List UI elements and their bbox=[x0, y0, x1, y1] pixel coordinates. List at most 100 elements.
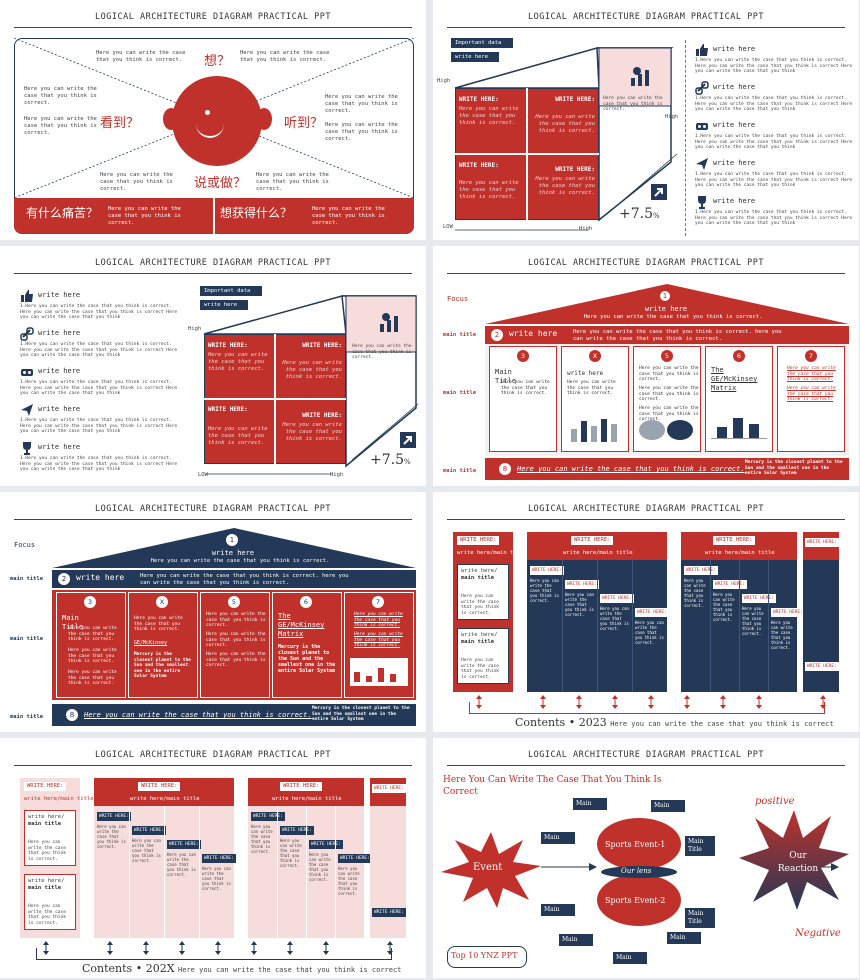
divider bbox=[447, 273, 845, 274]
growth-pct: +7.5% bbox=[370, 452, 411, 468]
slide-4-house-diagram[interactable]: LOGICAL ARCHITECTURE DIAGRAM PRACTICAL P… bbox=[433, 246, 859, 486]
growth-pct: +7.5% bbox=[619, 206, 660, 222]
pillar-head: Matrix bbox=[711, 384, 737, 392]
contents-line: Contents • 202X Here you can write the c… bbox=[82, 962, 402, 975]
footer-text: Here you can write the case that you thi… bbox=[517, 465, 745, 473]
cell-body: Here you can write the case that you thi… bbox=[208, 352, 268, 372]
double-arrow-icon bbox=[683, 694, 691, 709]
pillar-text: Here you can write the case that you thi… bbox=[206, 652, 266, 668]
slide-3-cube-chart[interactable]: LOGICAL ARCHITECTURE DIAGRAM PRACTICAL P… bbox=[0, 246, 426, 486]
step-tag: WRITE HERE: bbox=[167, 840, 201, 849]
tag-important-data: Important data bbox=[451, 38, 513, 48]
main-box: Main Title bbox=[685, 908, 715, 928]
list-head: write here bbox=[38, 367, 81, 375]
cube-outline bbox=[454, 47, 678, 231]
chart-bar bbox=[611, 423, 617, 442]
double-arrow-icon bbox=[647, 694, 655, 709]
slide-6-steps[interactable]: LOGICAL ARCHITECTURE DIAGRAM PRACTICAL P… bbox=[433, 492, 859, 732]
pillar-head: The bbox=[711, 366, 724, 374]
divider bbox=[14, 27, 412, 28]
label-gain: 想获得什么？ bbox=[220, 206, 293, 220]
thumbs-up-icon bbox=[20, 288, 34, 302]
chart-bar bbox=[591, 426, 597, 442]
step-head: WRITE HERE: bbox=[713, 536, 756, 545]
step-tag: WRITE HERE: bbox=[742, 594, 776, 603]
cube-grid-h bbox=[455, 153, 599, 155]
step-divider bbox=[597, 560, 598, 692]
chart-money-icon bbox=[629, 66, 657, 88]
double-arrow-icon bbox=[142, 940, 150, 955]
pillar-sub: GE/McKinsey bbox=[134, 640, 168, 646]
pillar-head: GE/McKinsey bbox=[278, 621, 325, 629]
slide-title: LOGICAL ARCHITECTURE DIAGRAM PRACTICAL P… bbox=[528, 12, 764, 22]
positive-label: positive bbox=[755, 796, 795, 807]
chart-bar bbox=[354, 672, 360, 682]
step-card bbox=[457, 628, 509, 684]
pillar-text: Here you can write the case that you thi… bbox=[354, 632, 403, 648]
roof bbox=[485, 284, 849, 324]
slide-title: LOGICAL ARCHITECTURE DIAGRAM PRACTICAL P… bbox=[528, 750, 764, 760]
pillar-head: The bbox=[278, 612, 291, 620]
pillar bbox=[489, 346, 557, 452]
chart-bar bbox=[378, 668, 384, 682]
cell-body: Here you can write the case that you thi… bbox=[535, 114, 595, 134]
vr-icon bbox=[695, 118, 709, 132]
slide-8-event-reaction[interactable]: LOGICAL ARCHITECTURE DIAGRAM PRACTICAL P… bbox=[433, 738, 859, 978]
step-text: Here you can write the case that you thi… bbox=[565, 592, 594, 617]
pillar-head: GE/McKinsey bbox=[711, 375, 758, 383]
chart-bar bbox=[733, 418, 743, 438]
lens-label: Our lens bbox=[621, 867, 652, 875]
list-text: 1.Here you can write the case that you t… bbox=[695, 58, 853, 74]
card-label: write here/ bbox=[28, 878, 65, 884]
step-sub: write here/main title bbox=[130, 796, 200, 802]
pillar-number: X bbox=[589, 350, 601, 362]
double-arrow-icon bbox=[386, 940, 394, 955]
slide-1-empathy-map[interactable]: LOGICAL ARCHITECTURE DIAGRAM PRACTICAL P… bbox=[0, 0, 426, 240]
axis-high: High bbox=[665, 114, 679, 120]
roof bbox=[52, 528, 416, 568]
band-head: write here bbox=[509, 329, 558, 338]
cell-head: WRITE HERE: bbox=[302, 342, 342, 349]
double-arrow-icon bbox=[575, 694, 583, 709]
chart-money-icon bbox=[378, 312, 406, 334]
slide-5-house-diagram[interactable]: LOGICAL ARCHITECTURE DIAGRAM PRACTICAL P… bbox=[0, 492, 426, 732]
chart-axis bbox=[711, 438, 767, 439]
text: Here you can write the case that you thi… bbox=[100, 172, 173, 192]
contents-year: 202X bbox=[145, 962, 175, 975]
pillar-text: Here you can write the case that you thi… bbox=[501, 380, 550, 396]
step-tag: WRITE HERE: bbox=[372, 908, 406, 917]
step-tag: WRITE HERE: bbox=[251, 812, 285, 821]
axis-high: High bbox=[437, 78, 451, 84]
text: Here you can write the case that you thi… bbox=[256, 172, 329, 192]
step-tag: WRITE HERE: bbox=[530, 566, 564, 575]
chart-bar bbox=[717, 426, 727, 438]
step-divider bbox=[129, 806, 130, 938]
axis-low: LOW bbox=[198, 472, 208, 478]
axis-low: LOW bbox=[443, 224, 453, 230]
arrow-up-icon bbox=[400, 432, 416, 448]
cell-body: Here you can write the case that you thi… bbox=[282, 422, 342, 442]
footer-note: Mercury is the closest planet to the Sun… bbox=[745, 460, 843, 476]
text: Here you can write the case that you thi… bbox=[240, 50, 330, 63]
text: Here you can write the case that you thi… bbox=[24, 116, 97, 136]
step-head: WRITE HERE: bbox=[457, 536, 500, 545]
band-divider bbox=[213, 198, 215, 234]
list-head: write here bbox=[713, 83, 756, 91]
chart-bar bbox=[390, 674, 396, 682]
list-head: write here bbox=[38, 443, 81, 451]
step-text: Here you can write the case that you thi… bbox=[338, 866, 360, 896]
cell-body: Here you can write the case that you thi… bbox=[459, 180, 519, 200]
pillar-number: 6 bbox=[300, 596, 312, 608]
send-icon bbox=[695, 156, 709, 170]
cell-head: WRITE HERE: bbox=[208, 342, 248, 349]
pillar-text: Here you can write the case that you thi… bbox=[567, 380, 616, 396]
step-text: Here you can write the case that you thi… bbox=[251, 824, 273, 854]
pillar-number: 3 bbox=[517, 350, 529, 362]
label-see: 看到？ bbox=[100, 116, 140, 131]
band bbox=[52, 570, 416, 588]
slide-7-steps[interactable]: LOGICAL ARCHITECTURE DIAGRAM PRACTICAL P… bbox=[0, 738, 426, 978]
side-note: Here you can write the case that you thi… bbox=[603, 96, 663, 112]
slide-2-cube-chart[interactable]: LOGICAL ARCHITECTURE DIAGRAM PRACTICAL P… bbox=[433, 0, 859, 240]
pillar-text: Here you can write the case that you thi… bbox=[68, 670, 117, 686]
card-title: main title bbox=[461, 639, 495, 645]
